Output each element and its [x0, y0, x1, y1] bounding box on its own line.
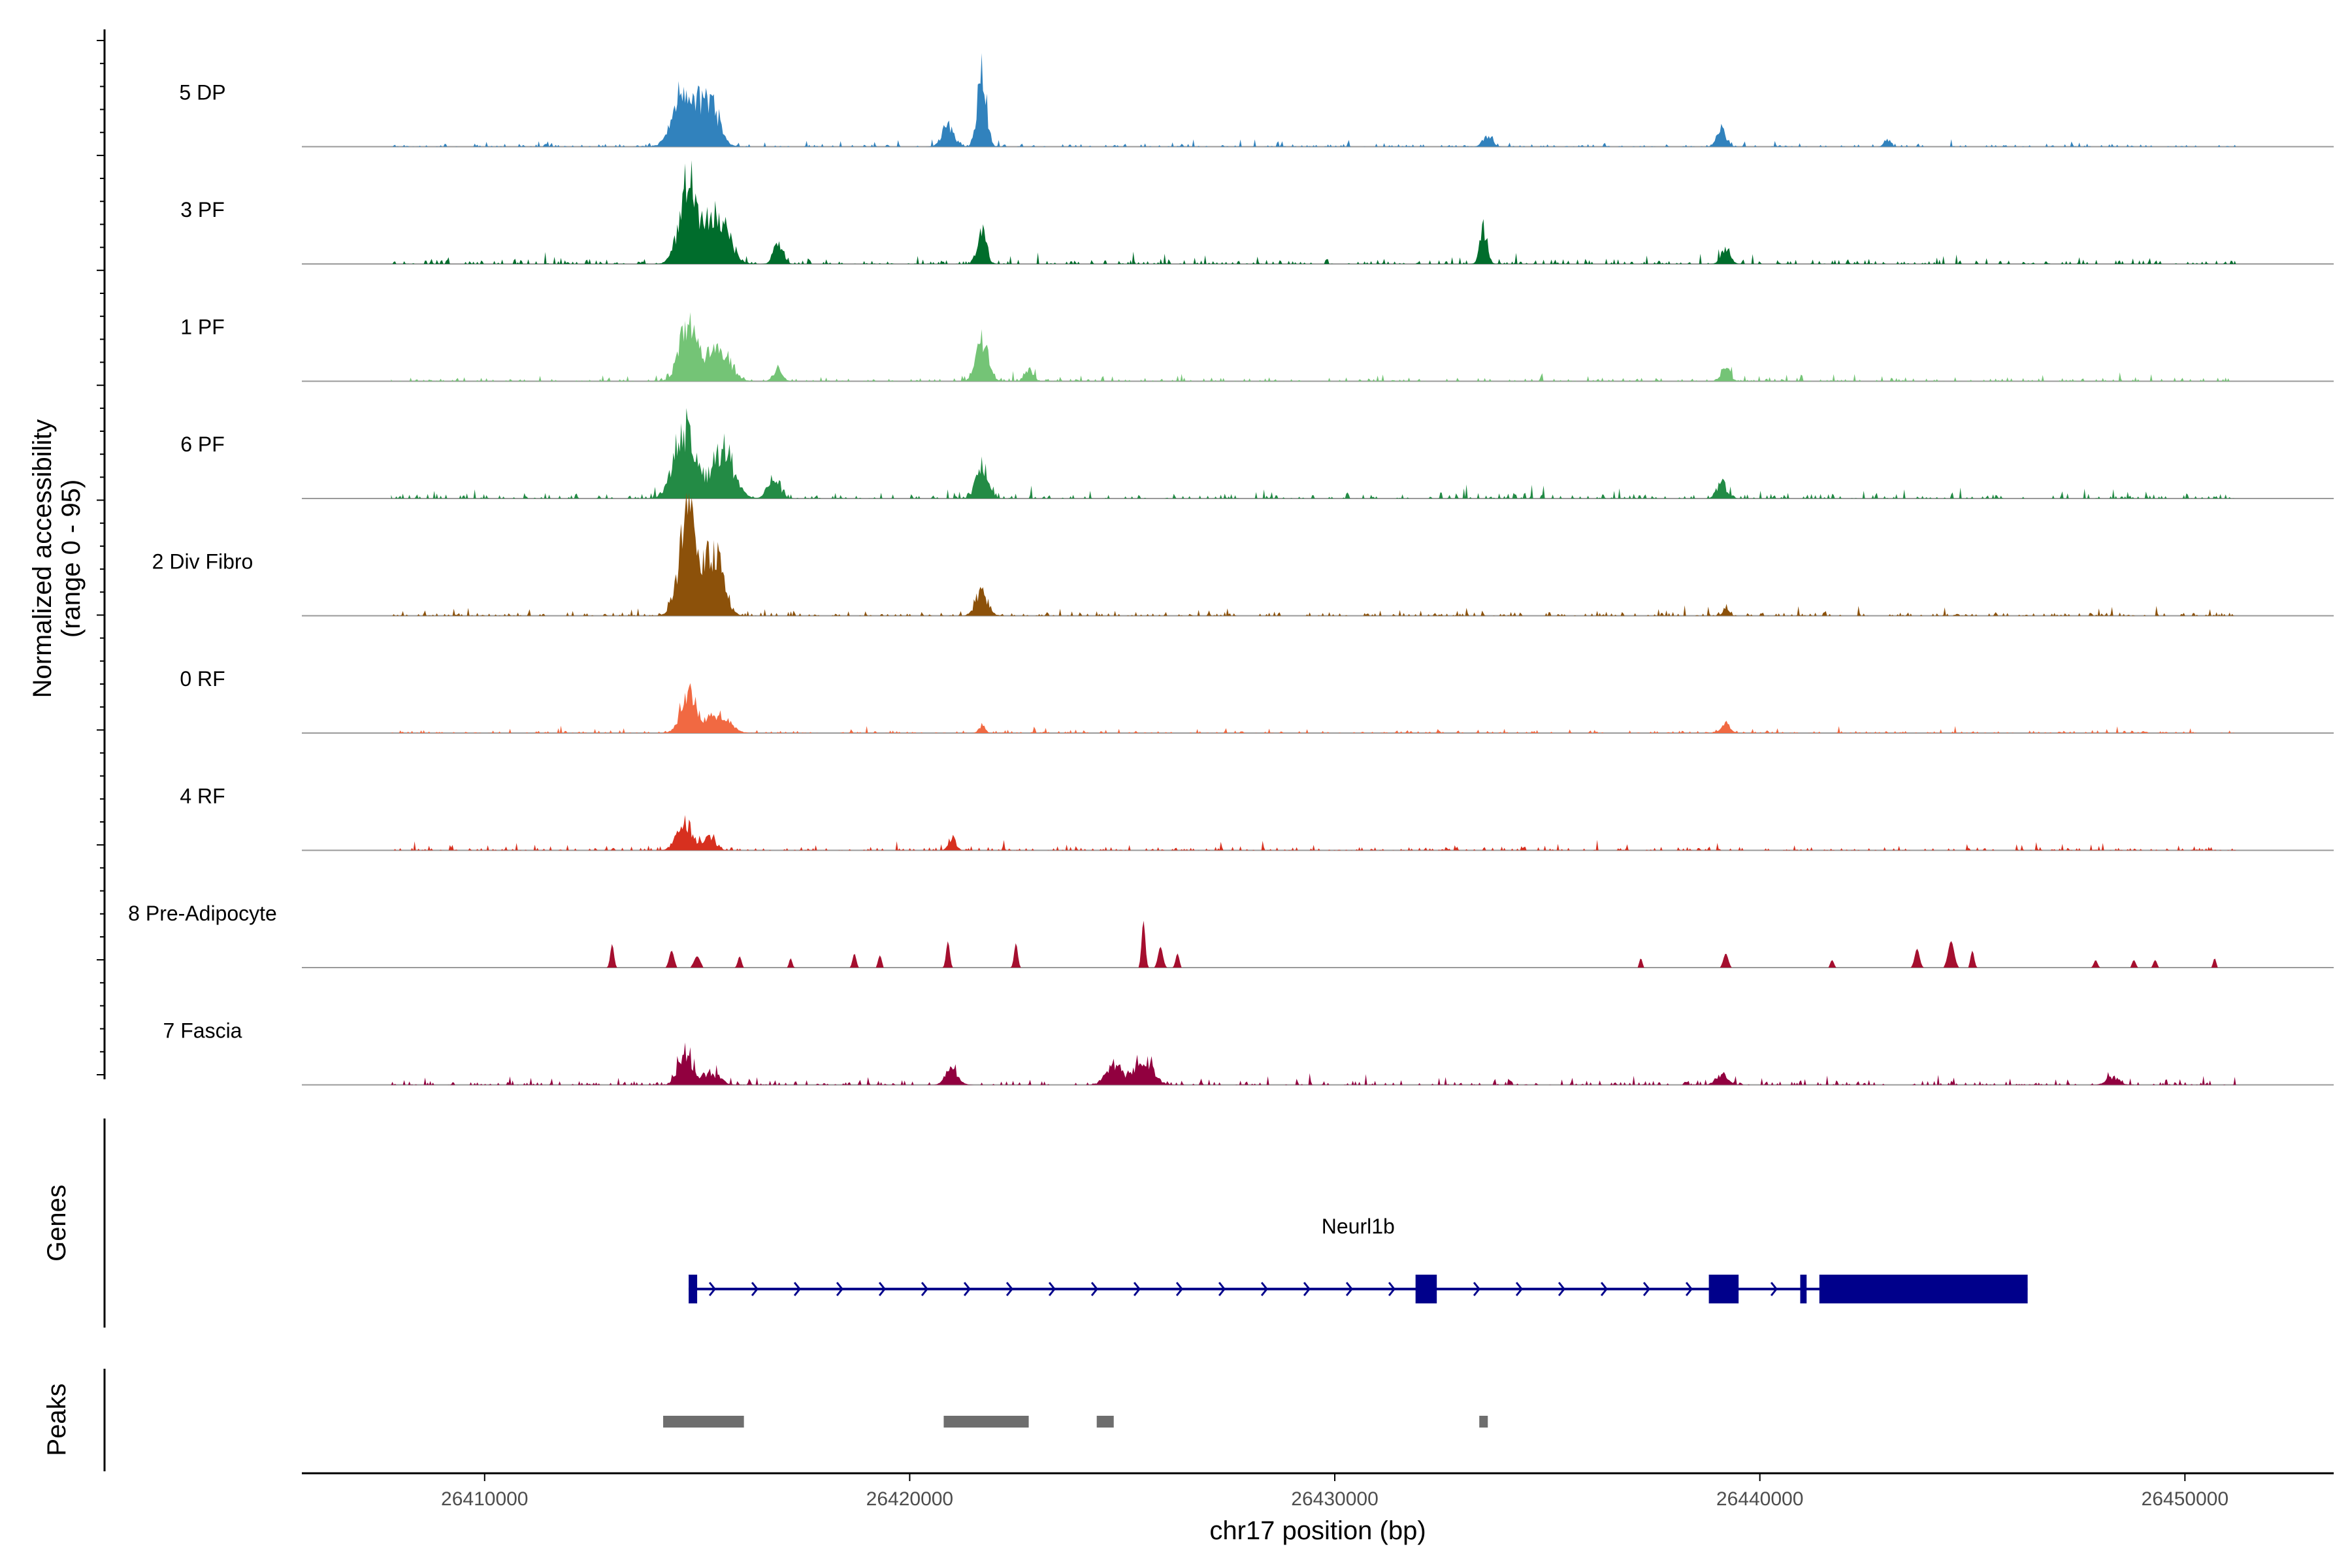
coverage-area — [391, 160, 2236, 264]
peaks-track: Peaks — [42, 1369, 1488, 1471]
strand-arrow — [836, 1282, 843, 1296]
track-5-dp: 5 DP — [179, 53, 2334, 148]
peak-region — [943, 1416, 1029, 1428]
strand-arrow — [1090, 1282, 1098, 1296]
peak-bars — [663, 1416, 1488, 1428]
track-label: 4 RF — [180, 785, 225, 808]
track-label: 7 Fascia — [163, 1019, 242, 1043]
x-tick-label: 26450000 — [2142, 1488, 2229, 1510]
y-ticks — [97, 40, 105, 1075]
strand-arrow — [1218, 1282, 1226, 1296]
track-label: 6 PF — [180, 433, 225, 456]
peaks-track-label: Peaks — [42, 1383, 71, 1456]
strand-arrow — [1303, 1282, 1311, 1296]
x-tick-label: 26420000 — [866, 1488, 953, 1510]
track-label: 3 PF — [180, 198, 225, 221]
coverage-area — [391, 921, 2236, 968]
strand-arrow — [878, 1282, 886, 1296]
strand-arrow — [1388, 1282, 1396, 1296]
coverage-area — [391, 408, 2236, 498]
x-axis: 26410000 26420000 26430000 26440000 26450000… — [302, 1472, 2334, 1545]
strand-arrow — [793, 1282, 801, 1296]
strand-arrow — [1558, 1282, 1565, 1296]
x-tick-label: 26440000 — [1716, 1488, 1803, 1510]
genes-track: Genes Neurl1b — [42, 1119, 2028, 1328]
x-tick-label: 26430000 — [1291, 1488, 1378, 1510]
peak-region — [663, 1416, 744, 1428]
track-1-pf: 1 PF — [180, 312, 2334, 382]
track-label: 5 DP — [179, 81, 225, 105]
gene-exon — [1800, 1275, 1807, 1303]
track-label: 8 Pre-Adipocyte — [128, 902, 277, 925]
coverage-tracks: 5 DP 3 PF 1 PF 6 PF 2 Div Fibro 0 RF 4 RF 8 Pre… — [128, 53, 2334, 1086]
strand-arrow — [1175, 1282, 1183, 1296]
strand-arrow — [1600, 1282, 1608, 1296]
track-8-pre-adipocyte: 8 Pre-Adipocyte — [128, 902, 2334, 968]
strand-arrow — [1770, 1282, 1778, 1296]
strand-arrow — [1642, 1282, 1650, 1296]
gene-exon — [1415, 1275, 1437, 1303]
strand-arrow — [751, 1282, 759, 1296]
track-label: 2 Div Fibro — [152, 550, 253, 574]
peak-region — [1479, 1416, 1488, 1428]
strand-arrow — [708, 1282, 716, 1296]
coverage-area — [391, 53, 2236, 147]
strand-arrow — [963, 1282, 971, 1296]
coverage-area — [391, 1042, 2236, 1085]
gene-model — [689, 1275, 2028, 1303]
strand-arrow — [1133, 1282, 1141, 1296]
y-axis-title-line-1: Normalized accessibility — [28, 419, 57, 698]
peak-region — [1096, 1416, 1114, 1428]
track-4-rf: 4 RF — [180, 785, 2334, 851]
x-axis-title: chr17 position (bp) — [1209, 1516, 1426, 1545]
track-7-fascia: 7 Fascia — [163, 1019, 2334, 1086]
gene-exon — [689, 1275, 698, 1303]
genes-track-label: Genes — [42, 1184, 71, 1262]
y-axis-title-line-2: (range 0 - 95) — [57, 480, 86, 638]
track-0-rf: 0 RF — [180, 667, 2334, 734]
x-ticks: 26410000 26420000 26430000 26440000 26450000 — [441, 1473, 2229, 1510]
strand-arrow — [1345, 1282, 1353, 1296]
strand-arrow — [1260, 1282, 1268, 1296]
strand-arrow — [1048, 1282, 1056, 1296]
strand-arrow — [1005, 1282, 1013, 1296]
coverage-area — [391, 493, 2236, 616]
track-label: 1 PF — [180, 316, 225, 339]
track-6-pf: 6 PF — [180, 408, 2334, 499]
y-axis: Normalized accessibility (range 0 - 95) — [28, 29, 106, 1079]
coverage-area — [391, 312, 2236, 382]
coverage-area — [391, 815, 2236, 851]
x-tick-label: 26410000 — [441, 1488, 528, 1510]
track-3-pf: 3 PF — [180, 160, 2334, 265]
strand-arrow — [1685, 1282, 1693, 1296]
coverage-area — [391, 683, 2236, 733]
gene-exon — [1708, 1275, 1739, 1303]
strand-arrow — [1473, 1282, 1480, 1296]
track-2-div-fibro: 2 Div Fibro — [152, 493, 2334, 617]
strand-arrow — [921, 1282, 928, 1296]
track-label: 0 RF — [180, 667, 225, 691]
gene-exon — [1819, 1275, 2028, 1303]
strand-arrow — [1515, 1282, 1523, 1296]
gene-name-label: Neurl1b — [1322, 1215, 1395, 1238]
